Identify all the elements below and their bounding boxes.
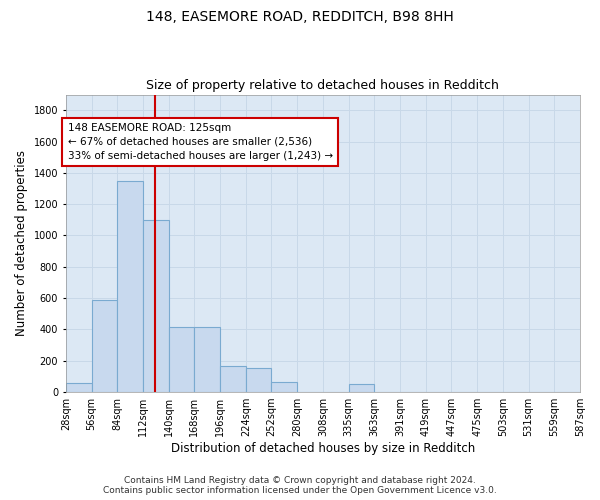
- Bar: [349, 384, 374, 392]
- Bar: [246, 368, 271, 392]
- Bar: [169, 327, 194, 392]
- Bar: [194, 327, 220, 392]
- Title: Size of property relative to detached houses in Redditch: Size of property relative to detached ho…: [146, 79, 499, 92]
- Text: 148 EASEMORE ROAD: 125sqm
← 67% of detached houses are smaller (2,536)
33% of se: 148 EASEMORE ROAD: 125sqm ← 67% of detac…: [68, 122, 333, 160]
- Text: Contains HM Land Registry data © Crown copyright and database right 2024.
Contai: Contains HM Land Registry data © Crown c…: [103, 476, 497, 495]
- X-axis label: Distribution of detached houses by size in Redditch: Distribution of detached houses by size …: [171, 442, 475, 455]
- Bar: [220, 366, 246, 392]
- Bar: [271, 382, 297, 392]
- Bar: [92, 300, 117, 392]
- Y-axis label: Number of detached properties: Number of detached properties: [15, 150, 28, 336]
- Text: 148, EASEMORE ROAD, REDDITCH, B98 8HH: 148, EASEMORE ROAD, REDDITCH, B98 8HH: [146, 10, 454, 24]
- Bar: [117, 180, 143, 392]
- Bar: [66, 382, 92, 392]
- Bar: [143, 220, 169, 392]
